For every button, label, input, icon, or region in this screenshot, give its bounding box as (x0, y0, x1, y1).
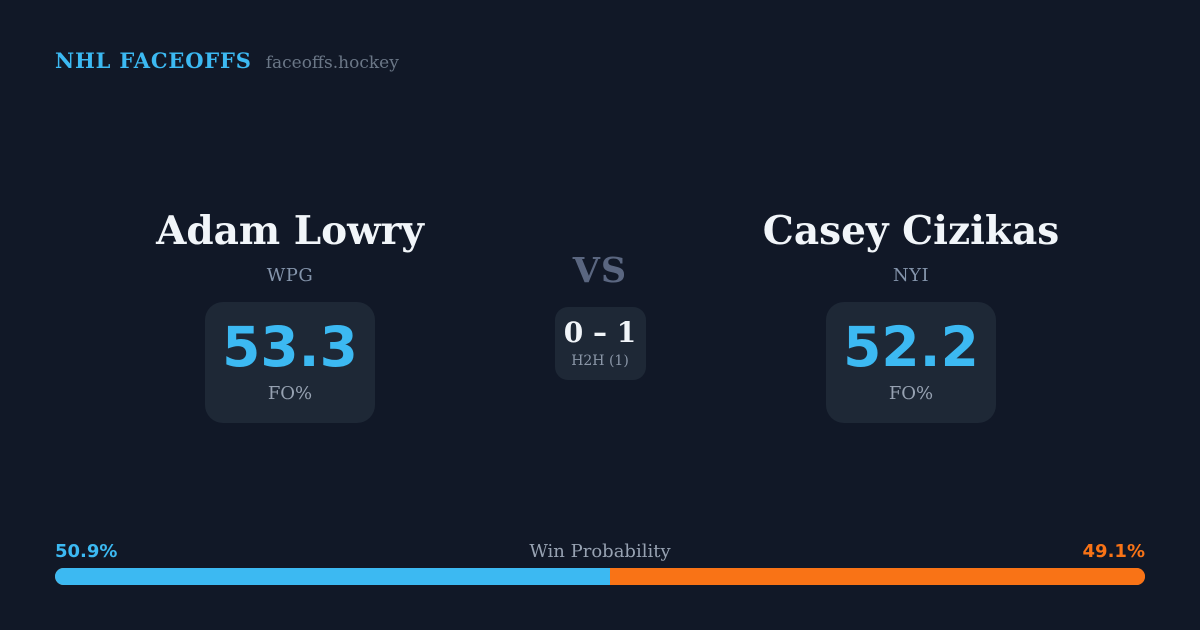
player-right-section: Casey Cizikas NYI 52.2 FO% (741, 210, 1081, 423)
player-right-team: NYI (892, 264, 930, 286)
win-prob-left-pct: 50.9% (55, 541, 118, 562)
vs-label: VS (572, 250, 628, 291)
win-prob-right-pct: 49.1% (1082, 541, 1145, 562)
player-left-team: WPG (266, 264, 314, 286)
win-prob-bar-right-segment (609, 568, 1145, 585)
h2h-score: 0 – 1 (563, 315, 637, 349)
win-prob-bar-left-segment (55, 568, 610, 585)
win-probability-title: Win Probability (529, 541, 671, 562)
h2h-card: 0 – 1 H2H (1) (554, 307, 646, 380)
player-left-stat-value: 53.3 (222, 315, 358, 380)
player-right-name: Casey Cizikas (762, 208, 1060, 254)
brand-title: NHL FACEOFFS (55, 48, 252, 73)
player-right-stat-value: 52.2 (843, 315, 979, 380)
h2h-label: H2H (1) (571, 352, 629, 369)
player-left-section: Adam Lowry WPG 53.3 FO% (120, 210, 460, 423)
player-right-stat-label: FO% (888, 383, 934, 405)
win-probability-bar (55, 568, 1145, 585)
player-left-stat-card: 53.3 FO% (205, 301, 375, 423)
site-domain: faceoffs.hockey (265, 53, 399, 73)
player-left-stat-label: FO% (267, 383, 313, 405)
header: NHL FACEOFFS faceoffs.hockey (55, 48, 399, 73)
versus-section: VS 0 – 1 H2H (1) (520, 250, 680, 380)
player-right-stat-card: 52.2 FO% (826, 301, 996, 423)
player-left-name: Adam Lowry (156, 208, 424, 254)
win-probability-labels: 50.9% Win Probability 49.1% (55, 541, 1145, 562)
